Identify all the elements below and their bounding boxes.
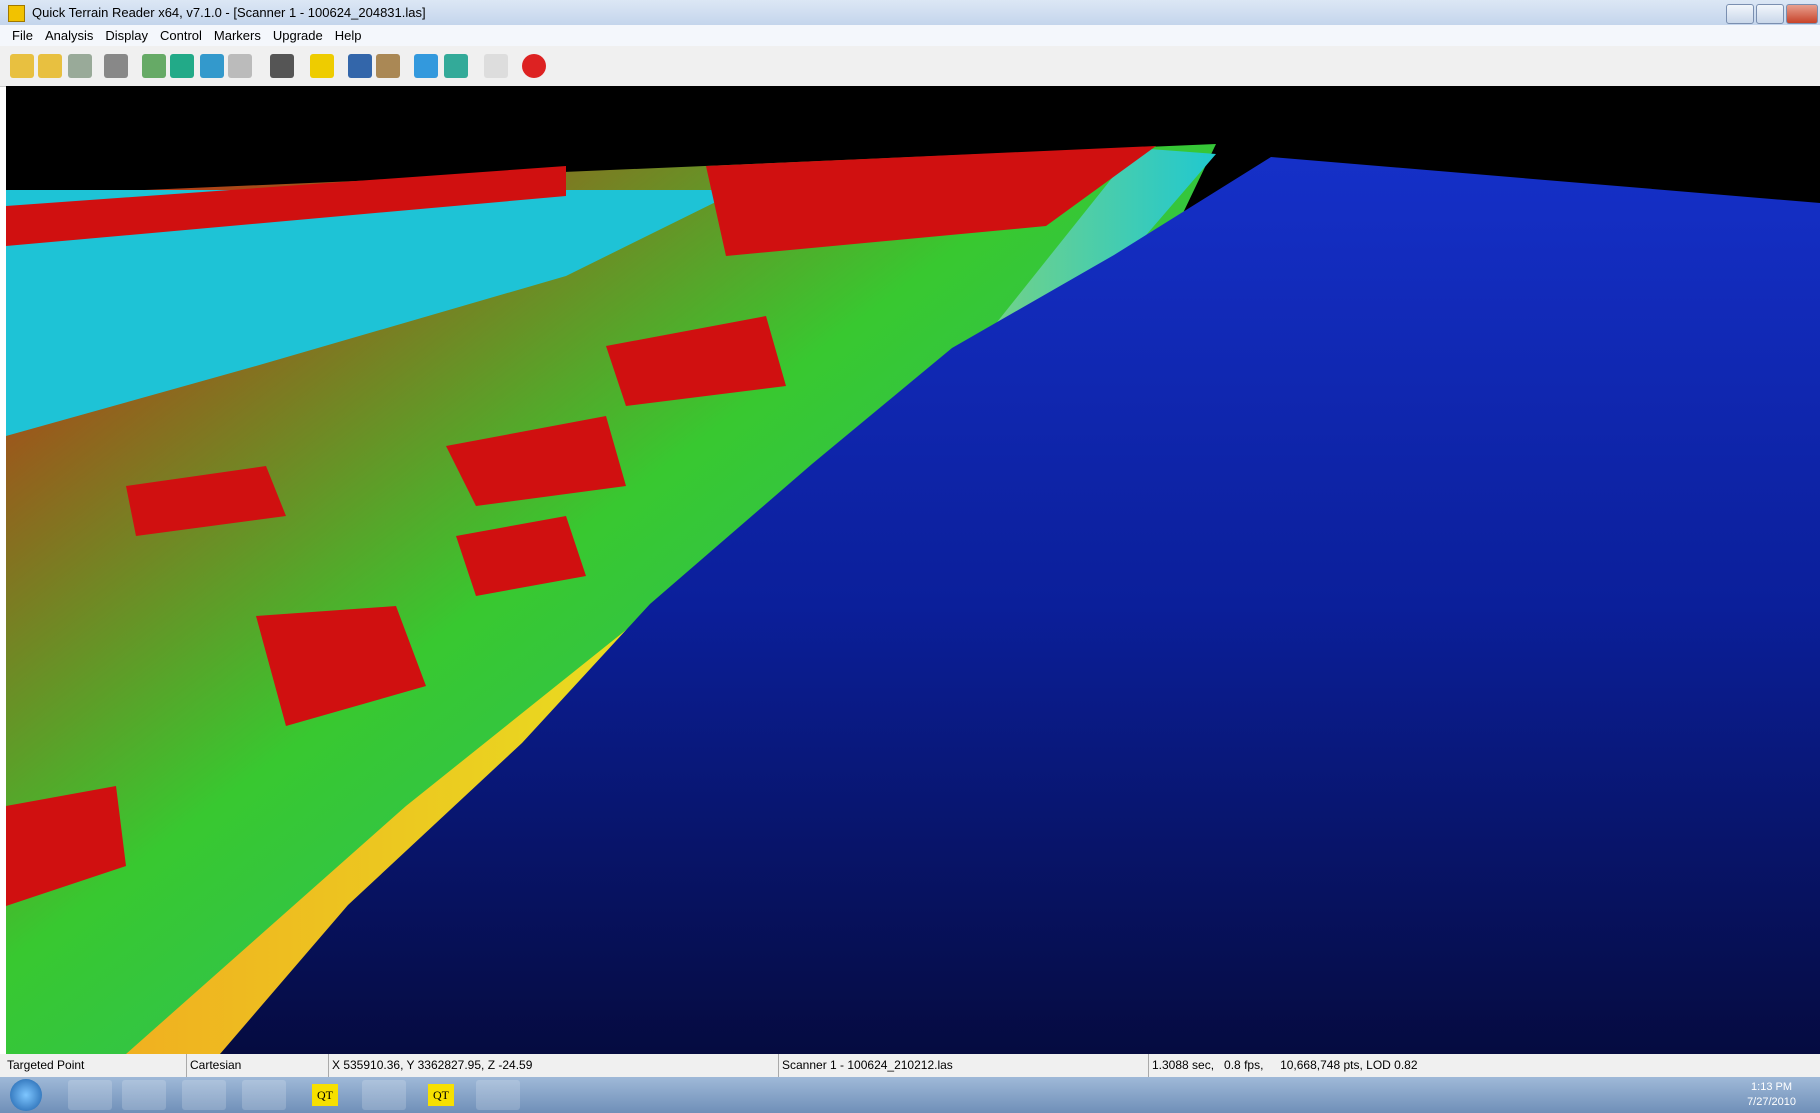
toolbar-button[interactable]: [348, 54, 372, 78]
ocean: [220, 157, 1820, 1054]
minimize-button[interactable]: [1726, 4, 1754, 24]
close-button[interactable]: [1786, 4, 1818, 24]
toolbar: [0, 46, 1820, 87]
taskbar-app[interactable]: [362, 1080, 406, 1110]
toolbar-button[interactable]: [142, 54, 166, 78]
status-field: X 535910.36, Y 3362827.95, Z -24.59: [328, 1054, 532, 1077]
buildings: [6, 146, 1156, 906]
menu-item[interactable]: File: [12, 28, 33, 43]
toolbar-button[interactable]: [310, 54, 334, 78]
toolbar-button[interactable]: [228, 54, 252, 78]
taskbar-qt[interactable]: QT: [312, 1084, 338, 1106]
start-button[interactable]: [10, 1079, 42, 1111]
toolbar-button[interactable]: [10, 54, 34, 78]
restore-button[interactable]: [1756, 4, 1784, 24]
status-field: Cartesian: [186, 1054, 241, 1077]
menu-item[interactable]: Markers: [213, 28, 261, 43]
toolbar-button[interactable]: [104, 54, 128, 78]
status-field: Scanner 1 - 100624_210212.las: [778, 1054, 953, 1077]
taskbar-ie[interactable]: [68, 1080, 112, 1110]
land: [6, 144, 1216, 1054]
toolbar-button[interactable]: [68, 54, 92, 78]
taskbar: QT QT 1:13 PM 7/27/2010: [0, 1077, 1820, 1113]
toolbar-button[interactable]: [270, 54, 294, 78]
menu-bar: File Analysis Display Control Markers Upgrade…: [0, 25, 1820, 46]
taskbar-media[interactable]: [182, 1080, 226, 1110]
taskbar-explorer[interactable]: [122, 1080, 166, 1110]
toolbar-button[interactable]: [522, 54, 546, 78]
menu-item[interactable]: Upgrade: [272, 28, 323, 43]
window-title: Quick Terrain Reader x64, v7.1.0 - [Scan…: [32, 5, 426, 20]
bay-water: [6, 190, 740, 436]
taskbar-app[interactable]: [242, 1080, 286, 1110]
app-icon: [8, 5, 25, 22]
clock-date: 7/27/2010: [1747, 1096, 1796, 1108]
menu-item[interactable]: Control: [160, 28, 202, 43]
menu-item[interactable]: Help: [334, 28, 362, 43]
taskbar-qt[interactable]: QT: [428, 1084, 454, 1106]
status-bar: Targeted Point Cartesian X 535910.36, Y …: [0, 1054, 1820, 1077]
status-field: 1.3088 sec, 0.8 fps, 10,668,748 pts, LOD…: [1148, 1054, 1418, 1077]
point-cloud-view: [6, 86, 1820, 1054]
menu-item[interactable]: Display: [105, 28, 148, 43]
toolbar-button[interactable]: [484, 54, 508, 78]
clock[interactable]: 1:13 PM 7/27/2010: [1747, 1080, 1796, 1110]
toolbar-button[interactable]: [414, 54, 438, 78]
status-field: Targeted Point: [7, 1058, 85, 1072]
toolbar-button[interactable]: [444, 54, 468, 78]
taskbar-winrar[interactable]: [476, 1080, 520, 1110]
title-bar: Quick Terrain Reader x64, v7.1.0 - [Scan…: [0, 0, 1820, 25]
clock-time: 1:13 PM: [1751, 1081, 1793, 1093]
menu-item[interactable]: Analysis: [44, 28, 94, 43]
toolbar-button[interactable]: [38, 54, 62, 78]
toolbar-button[interactable]: [170, 54, 194, 78]
toolbar-button[interactable]: [200, 54, 224, 78]
toolbar-button[interactable]: [376, 54, 400, 78]
